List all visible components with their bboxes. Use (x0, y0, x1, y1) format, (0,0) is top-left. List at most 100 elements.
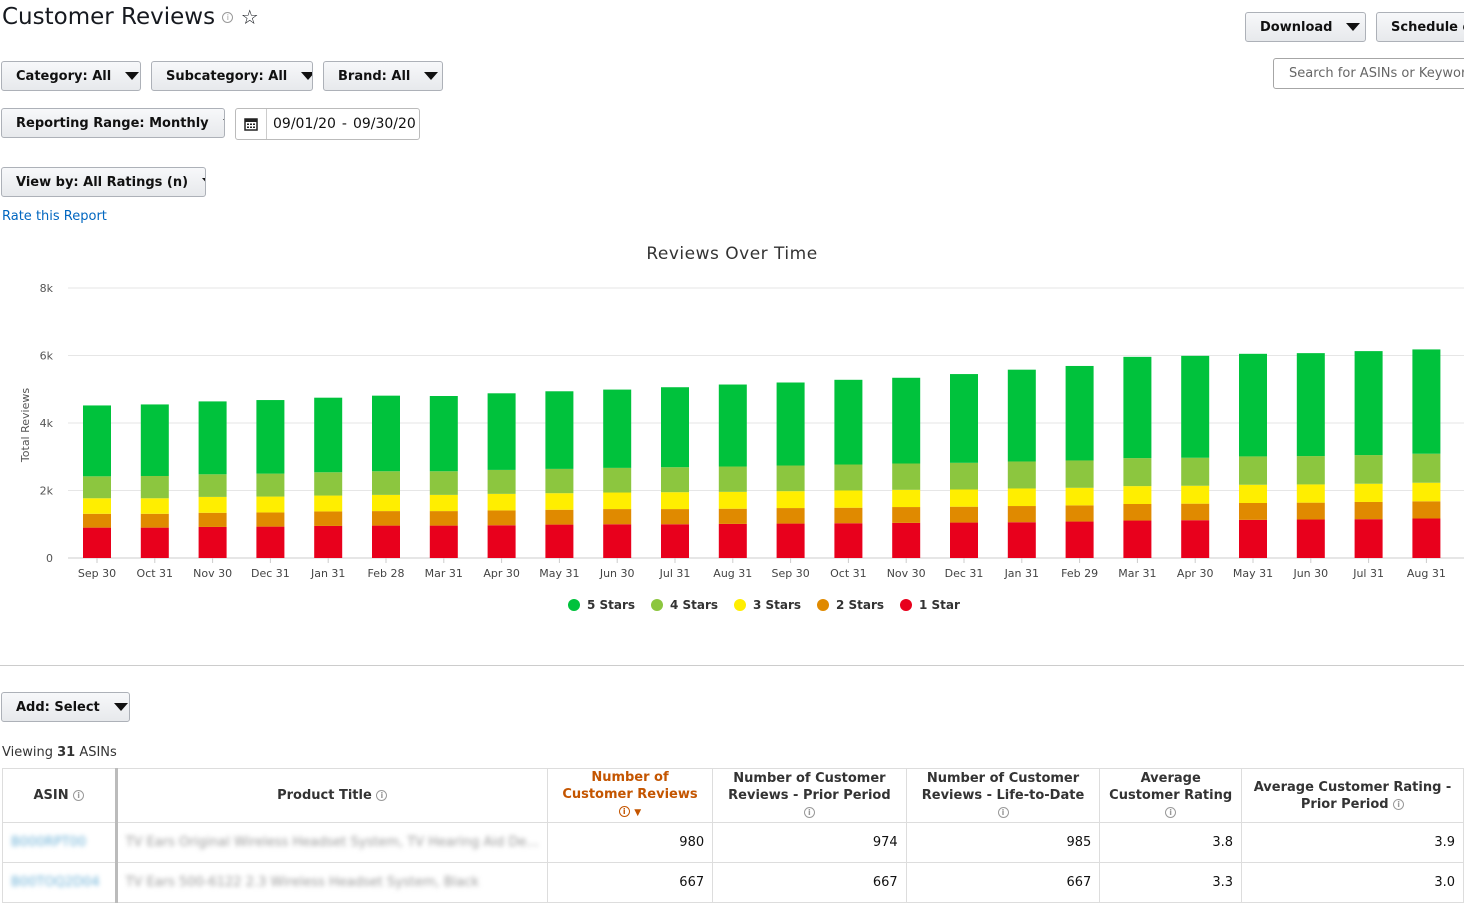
bar-segment[interactable] (834, 507, 863, 524)
bar-segment[interactable] (256, 512, 285, 527)
bar-segment[interactable] (1296, 519, 1325, 558)
bar-segment[interactable] (1296, 502, 1325, 520)
bar-segment[interactable] (545, 509, 574, 525)
col-asin[interactable]: ASIN i (2, 768, 118, 823)
legend-item[interactable]: 4 Stars (651, 598, 718, 612)
bar-segment[interactable] (1296, 484, 1325, 503)
bar-segment[interactable] (545, 493, 574, 510)
bar-segment[interactable] (1007, 506, 1036, 523)
bar-segment[interactable] (487, 393, 516, 470)
bar-segment[interactable] (429, 471, 458, 495)
bar-segment[interactable] (545, 524, 574, 558)
bar-segment[interactable] (718, 523, 747, 558)
legend-item[interactable]: 2 Stars (817, 598, 884, 612)
calendar-icon[interactable] (236, 109, 267, 139)
bar-segment[interactable] (950, 506, 978, 523)
info-icon[interactable]: i (222, 12, 234, 23)
bar-segment[interactable] (1065, 505, 1094, 522)
bar-segment[interactable] (1354, 501, 1383, 520)
bar-segment[interactable] (776, 523, 805, 558)
bar-segment[interactable] (892, 522, 921, 558)
bar-segment[interactable] (950, 462, 978, 490)
bar-segment[interactable] (1123, 458, 1152, 487)
bar-segment[interactable] (487, 469, 516, 494)
bar-segment[interactable] (256, 526, 285, 558)
bar-segment[interactable] (372, 494, 400, 512)
legend-item[interactable]: 3 Stars (734, 598, 801, 612)
bar-segment[interactable] (1007, 522, 1036, 558)
bar-segment[interactable] (1123, 520, 1152, 558)
bar-segment[interactable] (1007, 369, 1036, 462)
bar-segment[interactable] (429, 396, 458, 472)
bar-segment[interactable] (314, 397, 343, 473)
schedule-button[interactable]: Schedule en (1376, 12, 1464, 42)
bar-segment[interactable] (140, 475, 169, 499)
bar-segment[interactable] (776, 465, 805, 492)
bar-segment[interactable] (661, 509, 689, 525)
category-dropdown[interactable]: Category: All (1, 61, 141, 91)
bar-segment[interactable] (661, 492, 689, 510)
bar-segment[interactable] (834, 490, 863, 508)
bar-segment[interactable] (1123, 356, 1152, 459)
bar-segment[interactable] (661, 524, 689, 558)
bar-segment[interactable] (140, 527, 169, 558)
reporting-range-dropdown[interactable]: Reporting Range: Monthly (1, 108, 225, 138)
rate-report-link[interactable]: Rate this Report (2, 209, 107, 224)
bar-segment[interactable] (372, 525, 400, 558)
bar-segment[interactable] (314, 525, 343, 558)
bar-segment[interactable] (1239, 519, 1267, 558)
bar-segment[interactable] (661, 387, 689, 468)
bar-segment[interactable] (1123, 504, 1152, 521)
view-by-dropdown[interactable]: View by: All Ratings (n) (1, 167, 206, 197)
bar-segment[interactable] (776, 382, 805, 466)
bar-segment[interactable] (83, 476, 111, 499)
bar-segment[interactable] (1296, 353, 1325, 457)
bar-segment[interactable] (1239, 353, 1267, 457)
bar-segment[interactable] (1181, 355, 1210, 458)
bar-segment[interactable] (1181, 503, 1210, 521)
bar-segment[interactable] (372, 395, 400, 472)
bar-segment[interactable] (140, 404, 169, 476)
col-reviews-prior[interactable]: Number of Customer Reviews - Prior Perio… (712, 768, 907, 823)
bar-segment[interactable] (1412, 453, 1441, 483)
bar-segment[interactable] (1239, 502, 1267, 520)
bar-segment[interactable] (603, 389, 632, 468)
col-avg-rating[interactable]: Average Customer Rating i (1099, 768, 1243, 823)
bar-segment[interactable] (1354, 455, 1383, 484)
bar-segment[interactable] (1412, 501, 1441, 519)
bar-segment[interactable] (1412, 518, 1441, 558)
bar-segment[interactable] (1412, 482, 1441, 502)
bar-segment[interactable] (892, 377, 921, 464)
bar-segment[interactable] (372, 471, 400, 495)
bar-segment[interactable] (256, 496, 285, 513)
bar-segment[interactable] (718, 466, 747, 492)
subcategory-dropdown[interactable]: Subcategory: All (151, 61, 313, 91)
bar-segment[interactable] (1007, 461, 1036, 489)
bar-segment[interactable] (603, 467, 632, 493)
legend-item[interactable]: 5 Stars (568, 598, 635, 612)
bar-segment[interactable] (834, 379, 863, 465)
bar-segment[interactable] (1181, 457, 1210, 486)
bar-segment[interactable] (198, 474, 227, 497)
date-range-picker[interactable]: 09/01/20 - 09/30/20 (235, 108, 420, 140)
bar-segment[interactable] (429, 494, 458, 512)
bar-segment[interactable] (429, 511, 458, 526)
bar-segment[interactable] (429, 525, 458, 558)
legend-item[interactable]: 1 Star (900, 598, 960, 612)
bar-segment[interactable] (1065, 365, 1094, 461)
asin-link[interactable]: B00TOQ2D04 (2, 862, 118, 903)
bar-segment[interactable] (1181, 485, 1210, 504)
bar-segment[interactable] (892, 463, 921, 490)
bar-segment[interactable] (372, 511, 400, 526)
bar-segment[interactable] (256, 473, 285, 497)
bar-segment[interactable] (545, 468, 574, 494)
bar-segment[interactable] (661, 467, 689, 493)
bar-segment[interactable] (603, 492, 632, 510)
bar-segment[interactable] (776, 491, 805, 509)
bar-segment[interactable] (83, 498, 111, 514)
bar-segment[interactable] (1065, 460, 1094, 488)
bar-segment[interactable] (950, 489, 978, 507)
bar-segment[interactable] (834, 523, 863, 558)
bar-segment[interactable] (950, 522, 978, 558)
bar-segment[interactable] (1181, 520, 1210, 558)
